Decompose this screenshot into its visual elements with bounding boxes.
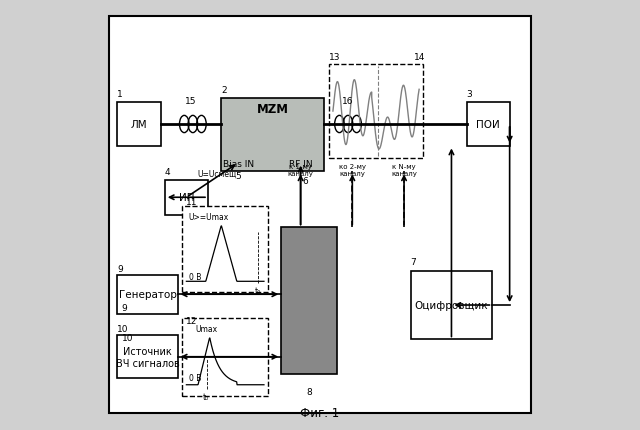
Text: 0 В: 0 В: [189, 373, 201, 382]
Text: 13: 13: [328, 53, 340, 62]
Text: 14: 14: [414, 53, 426, 62]
FancyBboxPatch shape: [467, 103, 509, 146]
FancyBboxPatch shape: [182, 206, 268, 292]
Text: 6: 6: [303, 176, 308, 185]
FancyBboxPatch shape: [117, 335, 178, 378]
Text: t₀: t₀: [254, 286, 260, 295]
Text: Источник
ВЧ сигналов: Источник ВЧ сигналов: [116, 346, 179, 368]
FancyBboxPatch shape: [117, 275, 178, 314]
Text: 12: 12: [186, 316, 198, 325]
Text: 7: 7: [410, 258, 416, 267]
Text: ко 2-му
каналу: ко 2-му каналу: [339, 163, 366, 176]
FancyBboxPatch shape: [109, 17, 531, 413]
Text: U=Uсмещ: U=Uсмещ: [197, 169, 236, 178]
Text: ИП: ИП: [179, 193, 194, 203]
Text: ЛМ: ЛМ: [131, 120, 147, 130]
Text: 3: 3: [467, 90, 472, 99]
Text: Bias IN: Bias IN: [223, 160, 253, 169]
Text: MZM: MZM: [257, 103, 289, 116]
Text: 10: 10: [122, 333, 133, 342]
Text: Оцифровщик: Оцифровщик: [415, 300, 488, 310]
FancyBboxPatch shape: [410, 271, 492, 340]
Text: 8: 8: [307, 387, 312, 396]
Text: RF IN: RF IN: [289, 160, 312, 169]
Text: 0 В: 0 В: [189, 273, 201, 282]
Text: 11: 11: [186, 197, 198, 206]
Text: к 1-му
каналу: к 1-му каналу: [287, 163, 314, 176]
Text: к N-му
каналу: к N-му каналу: [391, 163, 417, 176]
Text: 2: 2: [221, 86, 227, 95]
Text: Фиг. 1: Фиг. 1: [300, 406, 340, 419]
Text: ПОИ: ПОИ: [476, 120, 500, 130]
Text: 16: 16: [342, 96, 354, 105]
FancyBboxPatch shape: [165, 181, 208, 215]
Text: 9: 9: [122, 303, 127, 312]
FancyBboxPatch shape: [117, 103, 161, 146]
Text: U>=Umax: U>=Umax: [189, 213, 228, 222]
Text: Генератор: Генератор: [118, 289, 177, 300]
Text: 10: 10: [117, 324, 129, 333]
Text: 9: 9: [117, 264, 123, 273]
Text: 5: 5: [236, 172, 241, 181]
Text: 1: 1: [117, 90, 123, 99]
FancyBboxPatch shape: [281, 228, 337, 374]
FancyBboxPatch shape: [182, 318, 268, 396]
Text: 4: 4: [165, 167, 170, 176]
FancyBboxPatch shape: [328, 64, 424, 159]
Text: 15: 15: [185, 96, 196, 105]
FancyBboxPatch shape: [221, 99, 324, 172]
Text: Umax: Umax: [195, 325, 217, 334]
Text: t₀: t₀: [203, 392, 209, 401]
